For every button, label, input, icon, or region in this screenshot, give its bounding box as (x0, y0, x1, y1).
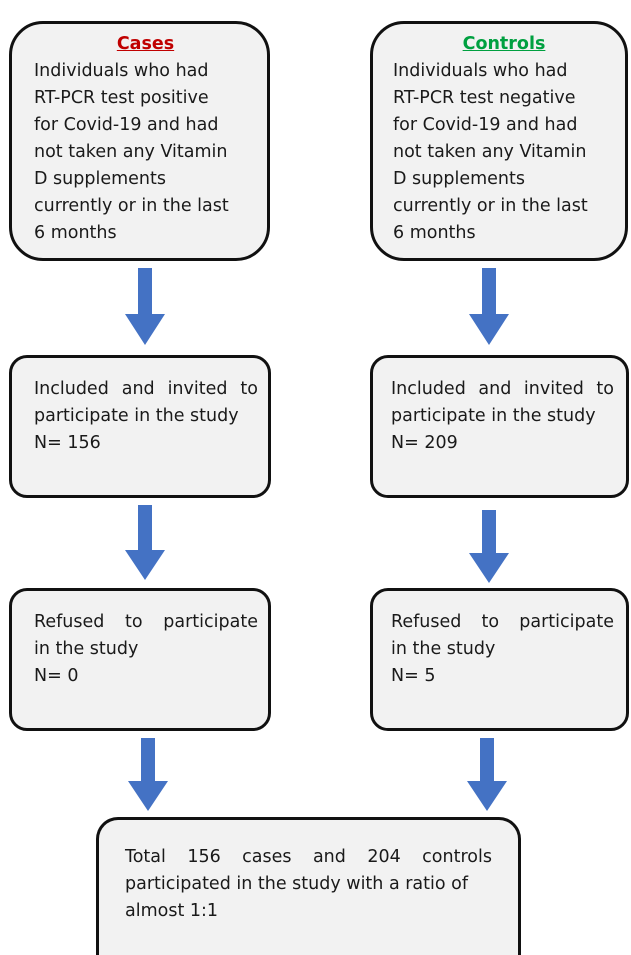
word: to (481, 612, 500, 632)
cases-refused-line: in the study (34, 639, 139, 659)
word: Included (391, 379, 466, 399)
controls-refused-line: in the study (391, 639, 496, 659)
down-arrow-icon (125, 505, 165, 580)
word: Included (34, 379, 109, 399)
cases-refused-box: Refused to participate in the study N= 0 (9, 588, 271, 731)
controls-included-count: N= 209 (391, 433, 458, 453)
word: cases (242, 847, 292, 867)
down-arrow-icon (469, 268, 509, 345)
down-arrow-icon (467, 738, 507, 811)
cases-included-line: participate in the study (34, 406, 239, 426)
word: to (596, 379, 614, 399)
controls-criteria-line: not taken any Vitamin (393, 142, 587, 162)
word: to (240, 379, 258, 399)
word: participate (519, 612, 614, 632)
cases-included-box: Included and invited to participate in t… (9, 355, 271, 498)
controls-refused-box: Refused to participate in the study N= 5 (370, 588, 629, 731)
controls-included-line: participate in the study (391, 406, 596, 426)
word: and (478, 379, 512, 399)
word: participate (163, 612, 258, 632)
down-arrow-icon (469, 510, 509, 583)
controls-included-line: Included and invited to (391, 376, 614, 403)
cases-criteria-line: D supplements (34, 169, 166, 189)
controls-criteria-line: Individuals who had (393, 61, 568, 81)
word: and (312, 847, 346, 867)
cases-criteria-line: Individuals who had (34, 61, 209, 81)
cases-refused-line: Refused to participate (34, 609, 258, 636)
controls-refused-count: N= 5 (391, 666, 436, 686)
controls-box: Controls Individuals who had RT-PCR test… (370, 21, 628, 261)
controls-heading: Controls (462, 34, 546, 54)
cases-criteria-line: 6 months (34, 223, 117, 243)
cases-included-line: Included and invited to (34, 376, 258, 403)
word: controls (422, 847, 492, 867)
word: Refused (391, 612, 462, 632)
controls-criteria-line: D supplements (393, 169, 525, 189)
controls-included-box: Included and invited to participate in t… (370, 355, 629, 498)
word: and (121, 379, 155, 399)
cases-criteria-line: RT-PCR test positive (34, 88, 209, 108)
cases-criteria-line: for Covid-19 and had (34, 115, 219, 135)
cases-heading: Cases (116, 34, 175, 54)
total-line: Total 156 cases and 204 controls (125, 844, 492, 871)
cases-included-count: N= 156 (34, 433, 101, 453)
down-arrow-icon (128, 738, 168, 811)
down-arrow-icon (125, 268, 165, 345)
word: 156 (187, 847, 221, 867)
controls-criteria-line: for Covid-19 and had (393, 115, 578, 135)
word: invited (167, 379, 228, 399)
word: Refused (34, 612, 105, 632)
total-box: Total 156 cases and 204 controls partici… (96, 817, 521, 955)
cases-refused-count: N= 0 (34, 666, 79, 686)
controls-criteria-line: 6 months (393, 223, 476, 243)
controls-criteria-line: RT-PCR test negative (393, 88, 576, 108)
word: to (125, 612, 143, 632)
cases-criteria-line: currently or in the last (34, 196, 229, 216)
word: Total (125, 847, 166, 867)
word: 204 (367, 847, 401, 867)
cases-criteria-line: not taken any Vitamin (34, 142, 228, 162)
controls-criteria-line: currently or in the last (393, 196, 588, 216)
total-line: almost 1:1 (125, 901, 219, 921)
cases-box: Cases Individuals who had RT-PCR test po… (9, 21, 270, 261)
word: invited (523, 379, 584, 399)
total-line: participated in the study with a ratio o… (125, 874, 469, 894)
controls-refused-line: Refused to participate (391, 609, 614, 636)
